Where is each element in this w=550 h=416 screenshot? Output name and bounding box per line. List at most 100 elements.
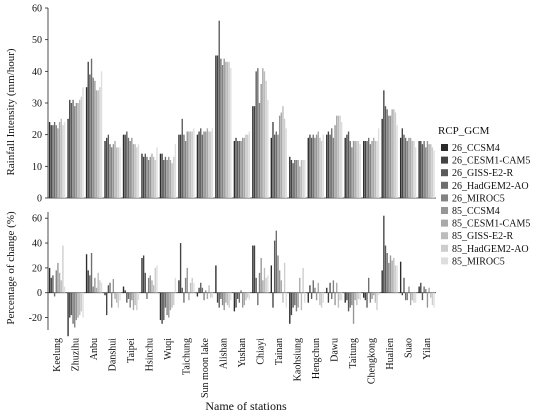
- bar-85-miroc5-taipei: [137, 144, 140, 198]
- bar-26-cesm1-cam5-hsinchu: [142, 255, 145, 293]
- bar-85-miroc5-danshui: [119, 147, 121, 198]
- bar-26-miroc5-hengchun: [314, 137, 316, 198]
- bar-26-cesm1-cam5-yushan: [235, 137, 237, 198]
- bar-26-hadgem2-ao-dawu: [331, 128, 333, 198]
- bar-85-miroc5-zhuzihu: [82, 87, 84, 198]
- bar-26-miroc5-taipei: [129, 292, 131, 308]
- bar-85-cesm1-cam5-kaohsiung: [299, 166, 301, 198]
- bar-26-giss-e2-r-kaohsiung: [292, 163, 294, 198]
- bar-26-hadgem2-ao-chengkong: [368, 137, 370, 198]
- bar-26-miroc5-dawu: [332, 280, 335, 293]
- bar-85-hadgem2-ao-tainan: [283, 118, 286, 198]
- bar-26-cesm1-cam5-hengchun: [309, 134, 311, 198]
- bar-26-giss-e2-r-hengchun: [310, 137, 313, 198]
- bar-26-cesm1-cam5-taichung: [179, 134, 182, 198]
- bar-85-hadgem2-ao-chiayi: [265, 80, 267, 198]
- bar-26-ccsm4-kaohsiung: [289, 156, 291, 198]
- bar-85-giss-e2-r-hualien: [393, 109, 395, 198]
- station-label: Taipei: [126, 338, 137, 363]
- bar-85-giss-e2-r-hualien: [393, 257, 395, 293]
- bar-26-giss-e2-r-sun-moon-lake: [200, 282, 202, 293]
- bar-26-ccsm4-taitung: [344, 137, 346, 198]
- bar-85-hadgem2-ao-zhuzihu: [80, 292, 83, 312]
- bar-26-miroc5-hsinchu: [147, 160, 150, 198]
- bar-85-miroc5-kaohsiung: [304, 292, 306, 303]
- bar-26-cesm1-cam5-kaohsiung: [290, 292, 293, 316]
- station-labels: Keelung Zhuzihu Anbu Danshui Taipei Hsinchu Wu…: [52, 337, 433, 398]
- bar-85-ccsm4-sun-moon-lake: [205, 290, 207, 293]
- bar-26-ccsm4-yushan: [233, 141, 236, 198]
- bar-85-ccsm4-suao: [408, 137, 410, 198]
- bar-85-cesm1-cam5-dawu: [336, 282, 338, 293]
- bar-26-ccsm4-sun-moon-lake: [196, 134, 199, 198]
- bar-85-cesm1-cam5-chiayi: [262, 68, 264, 198]
- bar-26-miroc5-hengchun: [314, 287, 316, 293]
- station-label: Alishan: [219, 338, 230, 369]
- bar-26-cesm1-cam5-chengkong: [364, 292, 367, 301]
- bar-26-cesm1-cam5-taipei: [124, 290, 126, 293]
- bar-26-hadgem2-ao-taitung: [349, 141, 351, 198]
- bar-85-giss-e2-r-taipei: [134, 292, 136, 306]
- station-label: Taichung: [182, 338, 193, 375]
- bar-85-hadgem2-ao-sun-moon-lake: [210, 131, 212, 198]
- bar-26-ccsm4-yilan: [418, 286, 420, 293]
- bar-85-hadgem2-ao-taitung: [357, 141, 360, 198]
- bar-85-giss-e2-r-wuqi: [171, 292, 173, 308]
- station-label: Sun moon lake: [200, 337, 211, 398]
- bar-85-cesm1-cam5-anbu: [95, 90, 98, 198]
- bar-26-hadgem2-ao-hualien: [386, 109, 388, 198]
- bar-85-cesm1-cam5-hsinchu: [151, 280, 153, 293]
- bar-26-hadgem2-ao-zhuzihu: [72, 292, 74, 324]
- bar-85-ccsm4-taipei: [131, 292, 133, 301]
- bar-85-hadgem2-ao-hengchun: [320, 141, 323, 198]
- bar-26-ccsm4-suao: [399, 261, 402, 293]
- bar-85-miroc5-chiayi: [267, 99, 269, 198]
- bar-26-hadgem2-ao-yushan: [238, 292, 241, 303]
- bar-26-cesm1-cam5-kaohsiung: [290, 160, 293, 198]
- bar-26-miroc5-taipei: [129, 141, 131, 198]
- bar-85-miroc5-yilan: [433, 150, 435, 198]
- bar-85-giss-e2-r-sun-moon-lake: [208, 285, 210, 293]
- bar-26-miroc5-kaohsiung: [295, 292, 298, 312]
- bar-85-hadgem2-ao-yilan: [431, 292, 434, 306]
- bar-85-cesm1-cam5-hualien: [391, 260, 393, 293]
- bar-26-cesm1-cam5-hualien: [383, 90, 385, 198]
- bar-26-miroc5-taichung: [184, 277, 187, 293]
- bar-26-cesm1-cam5-taitung: [346, 134, 348, 198]
- legend-swatch: [441, 257, 448, 265]
- bar-85-cesm1-cam5-hengchun: [317, 282, 319, 293]
- bar-85-ccsm4-yushan: [242, 137, 244, 198]
- bar-85-hadgem2-ao-taipei: [136, 147, 138, 198]
- bar-85-miroc5-yushan: [248, 292, 251, 301]
- bar-85-ccsm4-taitung: [352, 141, 355, 198]
- bar-26-cesm1-cam5-hualien: [383, 215, 385, 293]
- bar-26-ccsm4-hengchun: [307, 137, 309, 198]
- bar-85-giss-e2-r-danshui: [115, 147, 118, 198]
- bar-85-hadgem2-ao-taipei: [136, 292, 138, 311]
- bar-85-cesm1-cam5-chiayi: [262, 280, 264, 293]
- bar-26-ccsm4-keelung: [48, 267, 51, 293]
- bar-85-giss-e2-r-anbu: [97, 90, 99, 198]
- legend-swatch: [441, 181, 448, 189]
- legend-swatch: [441, 244, 448, 252]
- bar-26-giss-e2-r-yushan: [237, 292, 239, 299]
- bar-85-miroc5-keelung: [63, 122, 66, 198]
- bar-26-giss-e2-r-chiayi: [255, 277, 257, 293]
- y-tick-label: 40: [32, 67, 42, 78]
- bar-85-cesm1-cam5-hsinchu: [151, 153, 153, 198]
- bar-85-cesm1-cam5-chengkong: [373, 292, 375, 296]
- y-tick-label: 40: [32, 239, 42, 250]
- bar-26-hadgem2-ao-tainan: [275, 230, 277, 293]
- bar-26-cesm1-cam5-taipei: [124, 134, 126, 198]
- bar-85-giss-e2-r-chengkong: [374, 141, 377, 198]
- bar-85-miroc5-dawu: [341, 122, 343, 198]
- bar-85-miroc5-alishan: [230, 68, 232, 198]
- bar-26-miroc5-yilan: [425, 147, 427, 198]
- station-label: Tainan: [274, 338, 285, 365]
- bar-85-ccsm4-suao: [408, 286, 410, 293]
- station-label: Chiayi: [256, 338, 267, 365]
- bar-85-giss-e2-r-dawu: [337, 292, 340, 308]
- bar-26-miroc5-hsinchu: [147, 277, 150, 293]
- bar-26-miroc5-yushan: [240, 290, 242, 293]
- bar-26-giss-e2-r-hualien: [384, 245, 387, 293]
